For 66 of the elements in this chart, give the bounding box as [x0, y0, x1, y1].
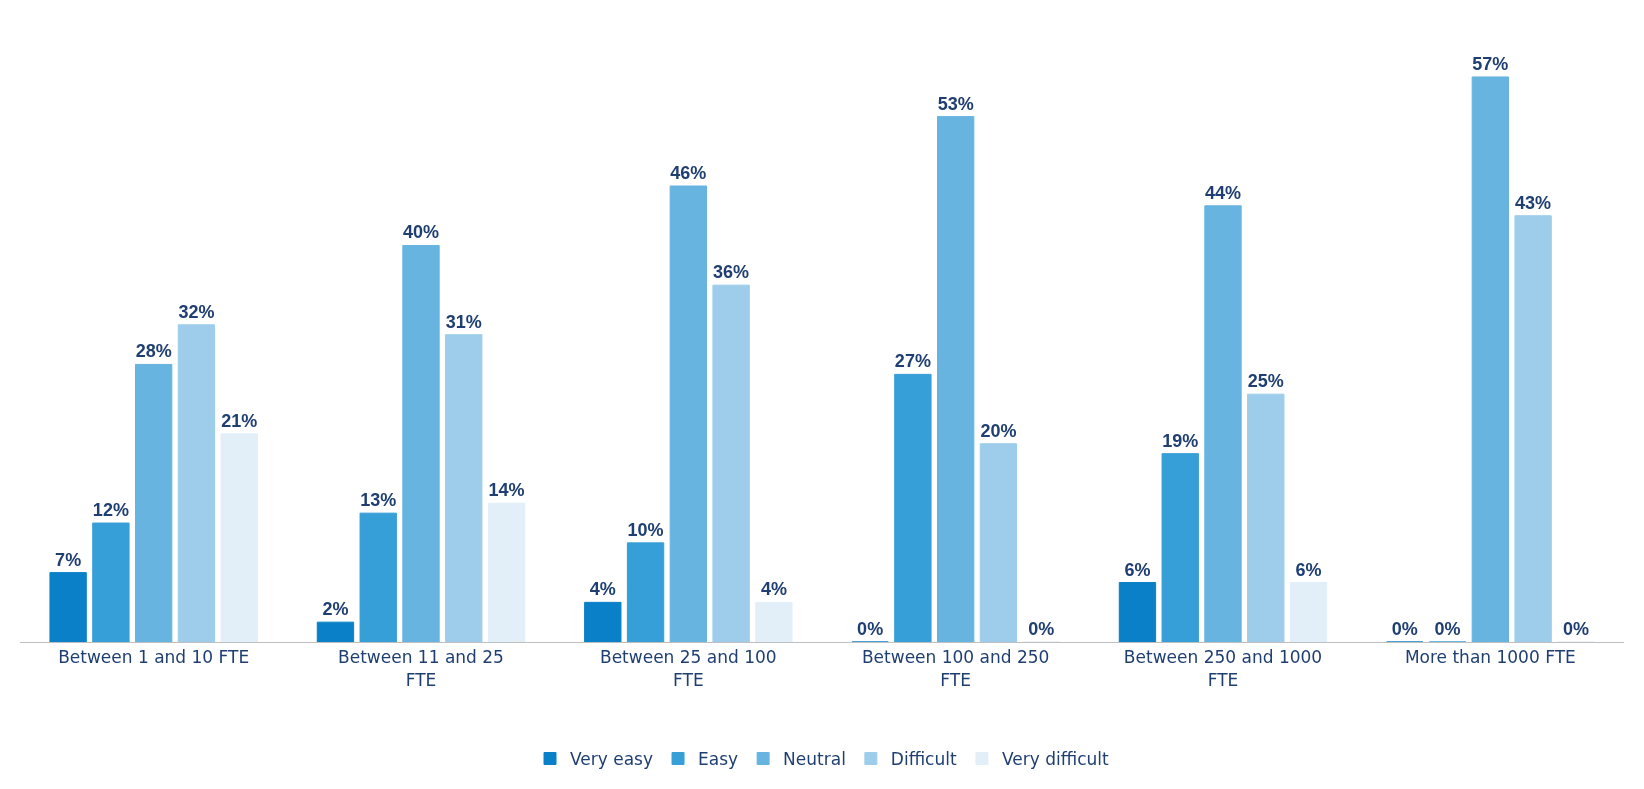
- bar: [1514, 215, 1552, 642]
- data-label: 31%: [445, 311, 482, 332]
- bar: [92, 522, 130, 642]
- data-label: 19%: [1162, 430, 1199, 451]
- data-label: 6%: [1295, 559, 1322, 580]
- data-label: 0%: [857, 619, 884, 639]
- data-label: 32%: [178, 301, 215, 322]
- bar: [979, 443, 1018, 642]
- x-tick-label: Between 100 and 250 FTE: [861, 647, 1050, 690]
- data-label: 6%: [1124, 559, 1151, 580]
- data-label: 10%: [627, 519, 664, 540]
- legend-label: Very difficult: [1001, 749, 1109, 770]
- x-tick-label: More than 1000 FTE: [1404, 647, 1576, 668]
- bar: [359, 512, 397, 642]
- bar: [1289, 582, 1328, 642]
- data-label: 7%: [55, 549, 82, 570]
- bar: [755, 601, 793, 642]
- bar: [487, 502, 526, 642]
- data-label: 4%: [760, 579, 787, 600]
- bar: [1161, 453, 1199, 642]
- data-label: 25%: [1247, 371, 1284, 392]
- data-label: 0%: [1434, 619, 1461, 639]
- data-label: 12%: [92, 500, 129, 521]
- data-label: 27%: [894, 351, 931, 372]
- data-label: 44%: [1204, 182, 1242, 203]
- bar: [894, 373, 932, 642]
- data-label: 4%: [589, 579, 616, 600]
- bar: [316, 621, 355, 642]
- x-tick-label: Between 1 and 10 FTE: [58, 647, 250, 668]
- bar: [134, 363, 173, 642]
- bar: [49, 572, 87, 642]
- data-label: 2%: [322, 599, 349, 620]
- bar: [712, 284, 750, 642]
- bar: [1247, 393, 1285, 642]
- legend-label: Very easy: [570, 749, 654, 770]
- bar: [936, 116, 975, 642]
- data-label: 13%: [360, 490, 397, 511]
- bar: [669, 185, 708, 642]
- x-tick-label: Between 250 and 1000 FTE: [1123, 647, 1323, 690]
- legend-label: Easy: [698, 749, 739, 770]
- data-label: 46%: [670, 163, 707, 183]
- data-label: 20%: [980, 420, 1017, 441]
- bar: [402, 244, 440, 642]
- data-label: 36%: [713, 262, 750, 283]
- x-tick-label: Between 11 and 25 FTE: [338, 647, 504, 690]
- data-label: 28%: [135, 341, 172, 362]
- bar: [445, 334, 483, 642]
- x-tick-label: Between 25 and 100 FTE: [599, 647, 777, 690]
- data-label: 57%: [1472, 53, 1509, 74]
- bar: [220, 433, 258, 642]
- bar: [1471, 76, 1510, 642]
- data-label: 14%: [488, 480, 525, 501]
- data-label: 53%: [937, 93, 974, 114]
- data-label: 21%: [221, 410, 258, 431]
- bar: [177, 324, 216, 642]
- bar: [1118, 582, 1157, 642]
- bar: [1204, 205, 1242, 642]
- data-label: 0%: [1028, 619, 1055, 639]
- bar: [626, 542, 665, 642]
- data-label: 0%: [1562, 619, 1589, 639]
- data-label: 43%: [1515, 192, 1552, 213]
- data-label: 40%: [402, 222, 440, 243]
- legend-label: Difficult: [890, 749, 957, 770]
- legend-label: Neutral: [783, 749, 846, 770]
- bar: [584, 601, 622, 642]
- data-label: 0%: [1391, 619, 1418, 639]
